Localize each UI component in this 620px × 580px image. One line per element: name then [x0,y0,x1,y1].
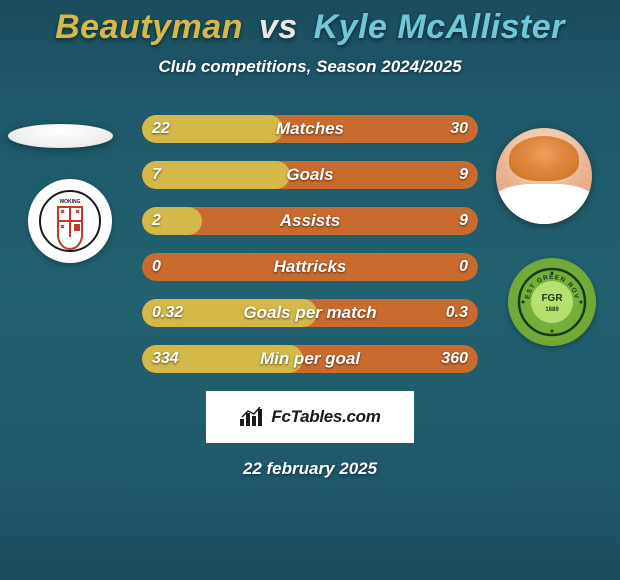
stat-bar: Goals 7 9 [142,161,478,189]
stat-value-right: 0 [459,258,468,276]
stat-label: Hattricks [274,257,347,277]
subtitle: Club competitions, Season 2024/2025 [0,57,620,77]
stat-bar: Assists 2 9 [142,207,478,235]
stat-bar-fill [142,161,290,189]
player1-name: Beautyman [55,8,243,46]
stat-label: Goals per match [243,303,376,323]
bar-chart-icon [239,407,265,427]
stat-label: Min per goal [260,349,360,369]
vs-label: vs [259,8,298,46]
stat-bar: Matches 22 30 [142,115,478,143]
stat-value-left: 7 [152,166,161,184]
stats-list: Matches 22 30 Goals 7 9 Assists 2 9 Hattricks 0 0 Go… [0,115,620,373]
stat-bar: Min per goal 334 360 [142,345,478,373]
footer-date: 22 february 2025 [0,459,620,479]
stat-label: Assists [280,211,340,231]
stat-bar: Goals per match 0.32 0.3 [142,299,478,327]
stat-row: Matches 22 30 [0,115,620,143]
brand-text: FcTables.com [271,407,380,427]
stat-row: Assists 2 9 [0,207,620,235]
stat-label: Goals [286,165,333,185]
player2-name: Kyle McAllister [314,8,565,46]
stat-value-left: 2 [152,212,161,230]
stat-row: Min per goal 334 360 [0,345,620,373]
brand-badge: FcTables.com [206,391,414,443]
stat-value-left: 0.32 [152,304,183,322]
stat-value-left: 22 [152,120,170,138]
stat-value-right: 360 [441,350,468,368]
stat-value-left: 334 [152,350,179,368]
page-title: Beautyman vs Kyle McAllister [0,8,620,47]
stat-value-right: 0.3 [446,304,468,322]
stat-bar: Hattricks 0 0 [142,253,478,281]
stat-value-right: 9 [459,212,468,230]
comparison-card: Beautyman vs Kyle McAllister Club compet… [0,0,620,580]
stat-value-right: 30 [450,120,468,138]
stat-row: Goals 7 9 [0,161,620,189]
stat-row: Goals per match 0.32 0.3 [0,299,620,327]
stat-value-right: 9 [459,166,468,184]
stat-value-left: 0 [152,258,161,276]
stat-label: Matches [276,119,344,139]
stat-row: Hattricks 0 0 [0,253,620,281]
